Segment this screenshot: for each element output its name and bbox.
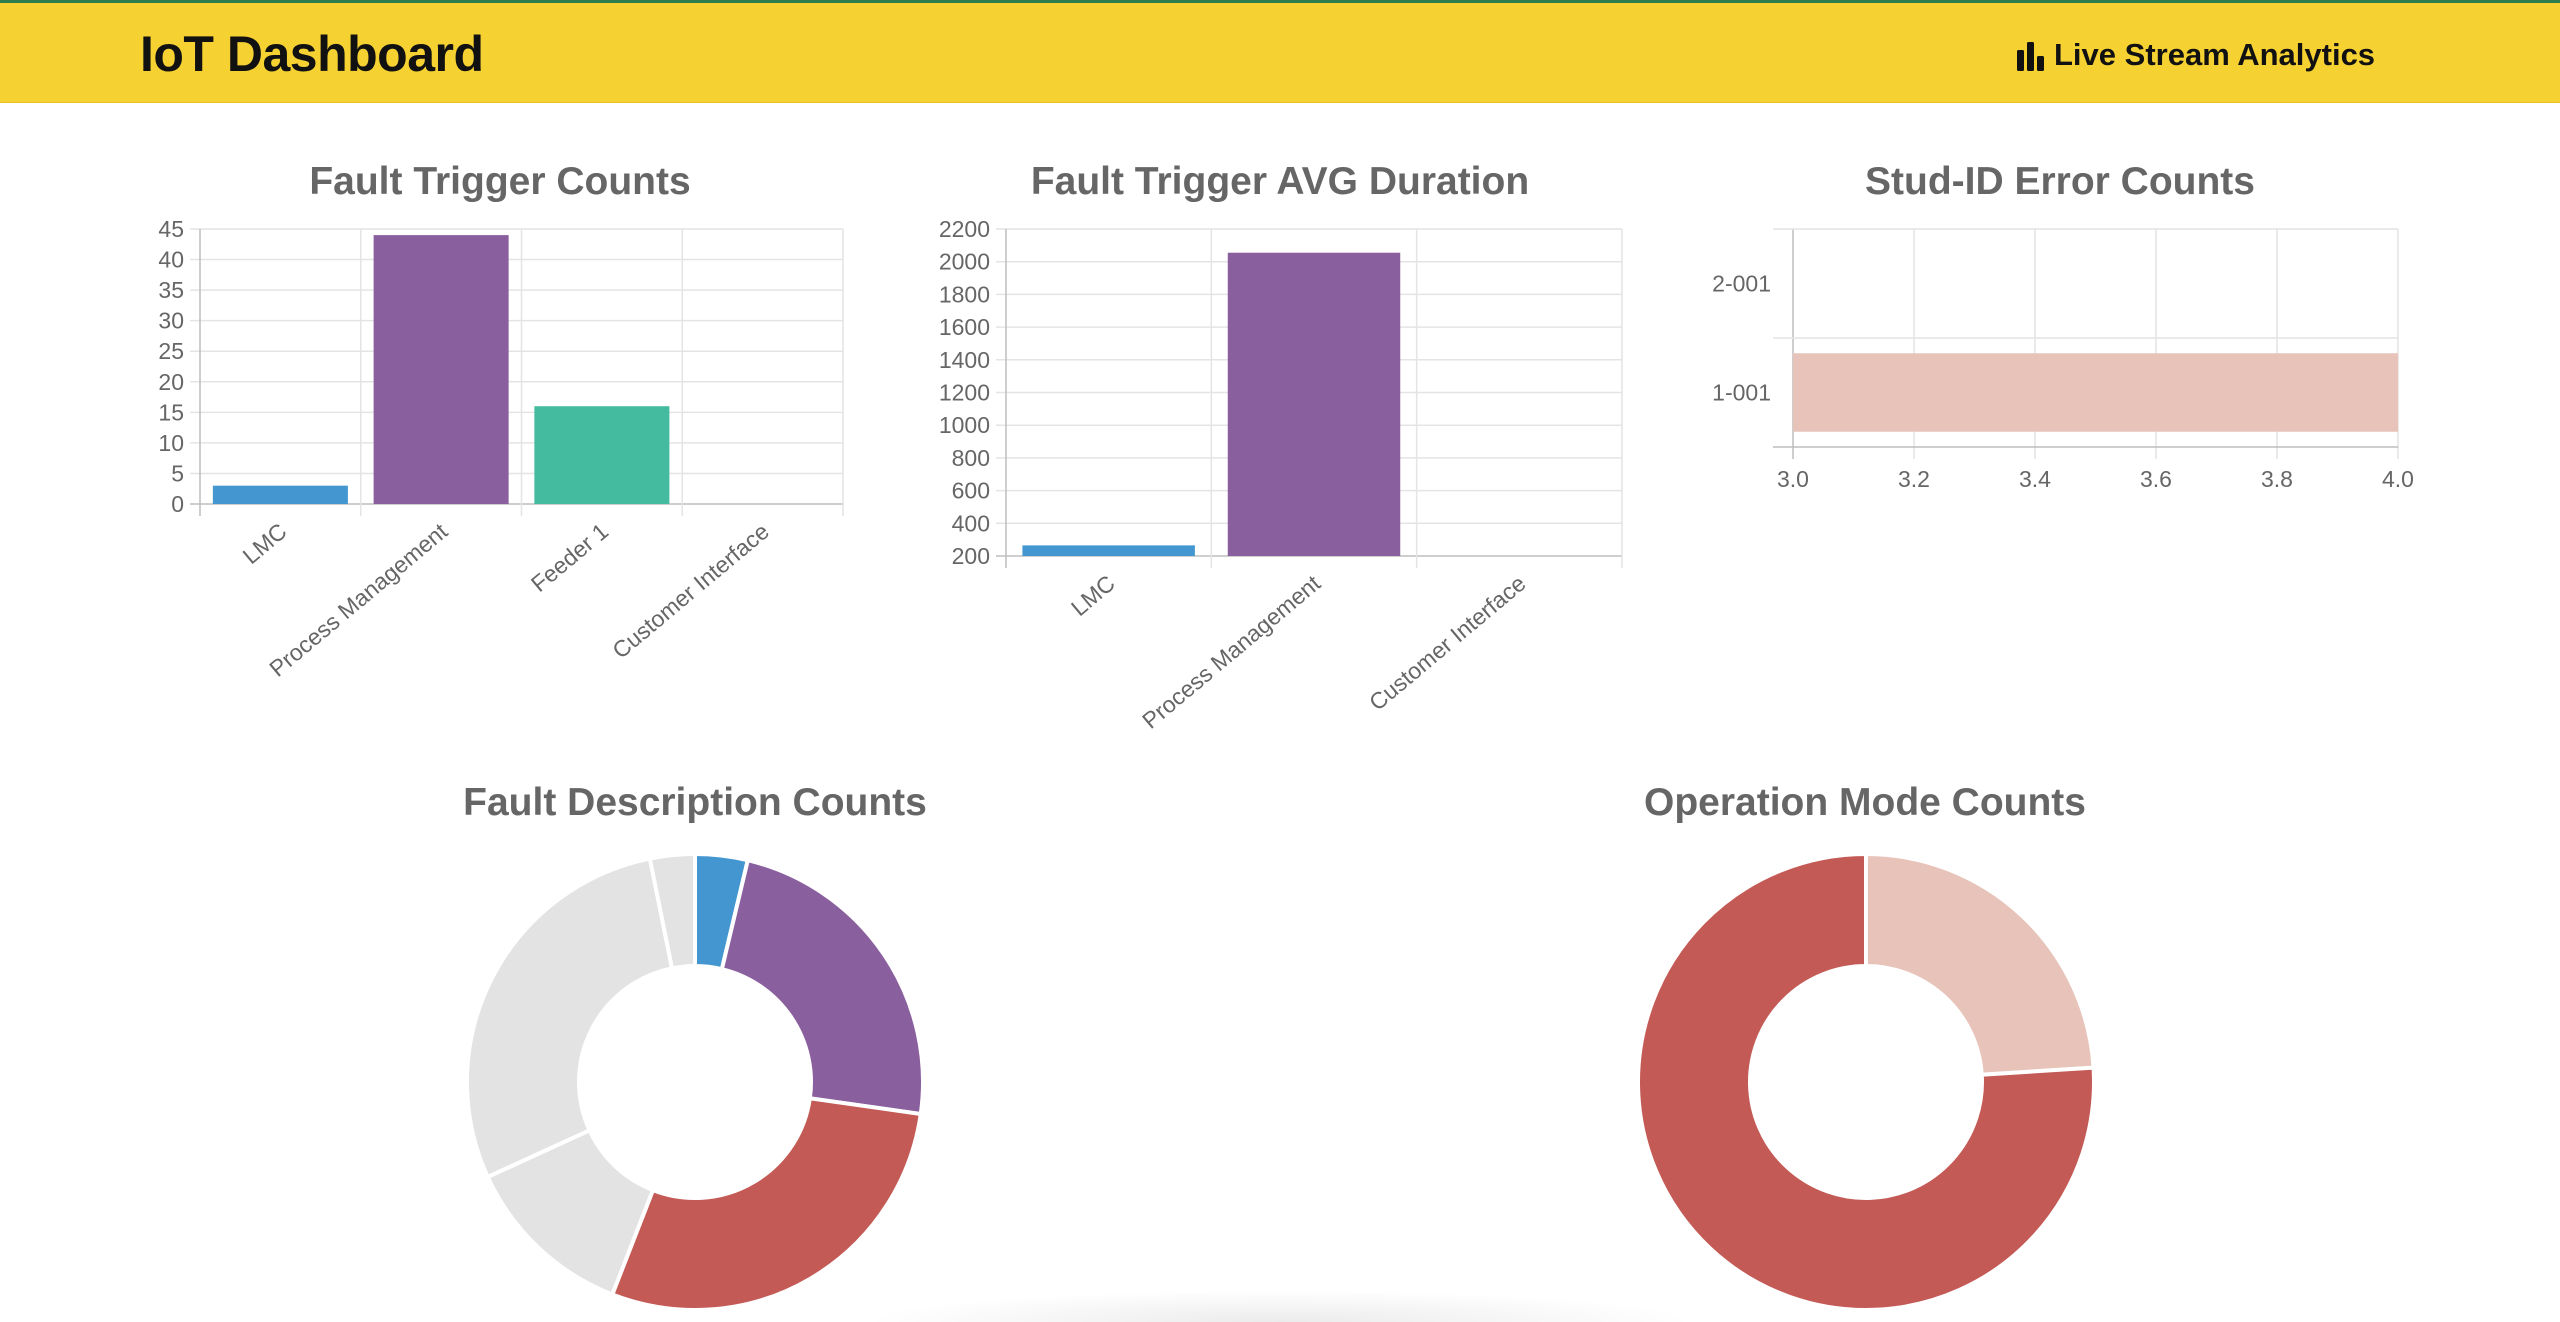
bottom-shadow [860, 1290, 1700, 1322]
x-tick-label: 3.2 [1898, 466, 1930, 492]
operation-mode-counts-title: Operation Mode Counts [1644, 781, 2086, 824]
y-tick-label: 25 [158, 338, 184, 364]
y-tick-label: 1-001 [1712, 380, 1771, 406]
x-tick-label: 3.4 [2019, 466, 2051, 492]
x-tick-label: Process Management [264, 518, 453, 682]
y-tick-label: 200 [952, 543, 990, 569]
y-tick-label: 20 [158, 369, 184, 395]
bar-process-management [1227, 252, 1401, 556]
y-tick-label: 40 [158, 247, 184, 273]
y-tick-label: 400 [952, 510, 990, 536]
y-tick-label: 15 [158, 399, 184, 425]
live-stream-analytics-label: Live Stream Analytics [2054, 37, 2376, 72]
bar-lmc [212, 485, 348, 504]
y-tick-label: 2200 [939, 216, 990, 242]
donut-slice [609, 1096, 924, 1312]
fault-trigger-avg-duration-title: Fault Trigger AVG Duration [1030, 160, 1530, 203]
x-tick-label: Feeder 1 [526, 518, 613, 597]
y-tick-label: 2-001 [1712, 271, 1771, 297]
y-tick-label: 1000 [939, 412, 990, 438]
x-tick-label: Customer Interface [607, 518, 774, 664]
y-tick-label: 1600 [939, 314, 990, 340]
x-tick-label: Customer Interface [1364, 570, 1531, 716]
y-tick-label: 10 [158, 430, 184, 456]
y-tick-label: 0 [171, 491, 184, 517]
y-tick-label: 30 [158, 308, 184, 334]
x-tick-label: 4.0 [2382, 466, 2414, 492]
donut-slice [1636, 851, 2096, 1312]
bar-chart-icon [2015, 40, 2046, 71]
x-tick-label: LMC [238, 518, 292, 569]
y-tick-label: 600 [952, 478, 990, 504]
y-tick-label: 1200 [939, 380, 990, 406]
y-tick-label: 1800 [939, 281, 990, 307]
y-tick-label: 45 [158, 216, 184, 242]
bar-process-management [373, 235, 509, 504]
y-tick-label: 1400 [939, 347, 990, 373]
bar-1-001 [1793, 353, 2398, 432]
x-tick-label: 3.0 [1777, 466, 1809, 492]
navbar: IoT Dashboard Live Stream Analytics [0, 3, 2560, 103]
x-tick-label: 3.6 [2140, 466, 2172, 492]
donut-slice [719, 857, 925, 1117]
donut-slice [1864, 851, 2096, 1077]
donut-slice [465, 856, 675, 1180]
x-tick-label: LMC [1066, 570, 1120, 621]
x-tick-label: 3.8 [2261, 466, 2293, 492]
navbar-brand[interactable]: IoT Dashboard [140, 26, 484, 82]
y-tick-label: 2000 [939, 249, 990, 275]
y-tick-label: 35 [158, 277, 184, 303]
live-stream-analytics-link[interactable]: Live Stream Analytics [2015, 33, 2375, 77]
donut-slice [647, 851, 697, 971]
fault-description-counts-title: Fault Description Counts [463, 781, 927, 824]
bar-lmc [1022, 545, 1195, 556]
x-tick-label: Process Management [1137, 570, 1326, 734]
y-tick-label: 800 [952, 445, 990, 471]
fault-trigger-counts-title: Fault Trigger Counts [309, 160, 691, 203]
bar-feeder-1 [534, 406, 670, 504]
stud-id-error-counts-title: Stud-ID Error Counts [1865, 160, 2255, 203]
y-tick-label: 5 [171, 460, 184, 486]
top-accent-line [0, 0, 2560, 3]
